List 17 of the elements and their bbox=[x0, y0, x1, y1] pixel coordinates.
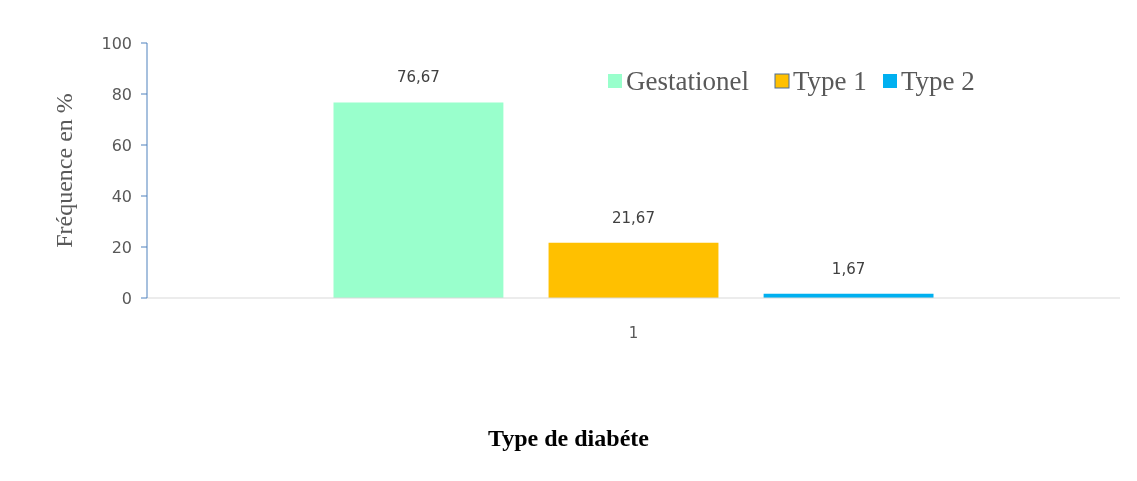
x-tick-label: 1 bbox=[628, 324, 639, 342]
legend-label: Gestationel bbox=[626, 66, 749, 96]
y-tick-label: 0 bbox=[121, 288, 132, 308]
bar bbox=[548, 242, 719, 298]
y-tick-label: 20 bbox=[111, 237, 132, 257]
data-label: 1,67 bbox=[831, 259, 866, 278]
data-label: 21,67 bbox=[612, 208, 655, 227]
bar bbox=[333, 102, 504, 298]
y-tick-label: 80 bbox=[111, 84, 132, 104]
y-tick-label: 60 bbox=[111, 135, 132, 155]
y-axis-title: Fréquence en % bbox=[51, 93, 77, 248]
y-tick-label: 100 bbox=[101, 33, 132, 53]
x-axis-title: Type de diabéte bbox=[488, 425, 650, 451]
y-tick-label: 40 bbox=[111, 186, 132, 206]
legend-label: Type 2 bbox=[901, 66, 975, 96]
legend-label: Type 1 bbox=[793, 66, 867, 96]
data-label: 76,67 bbox=[396, 68, 440, 87]
